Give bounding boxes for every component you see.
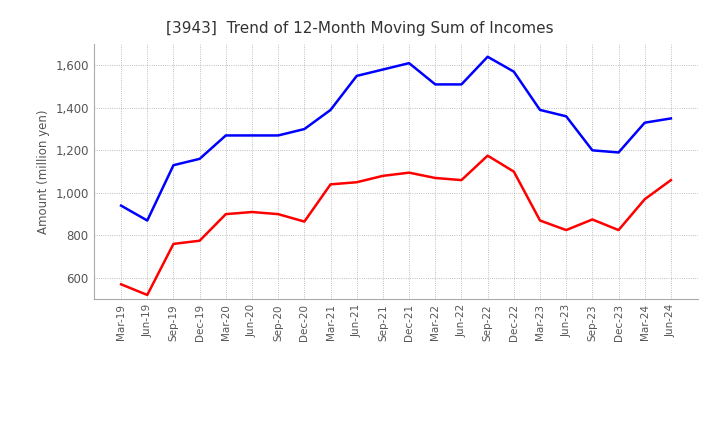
- Net Income: [195, 238, 204, 243]
- Net Income: [169, 241, 178, 246]
- Net Income: [143, 292, 152, 297]
- Net Income: [536, 218, 544, 223]
- Net Income: [222, 212, 230, 217]
- Ordinary Income: [222, 133, 230, 138]
- Net Income: [510, 169, 518, 174]
- Ordinary Income: [405, 60, 413, 66]
- Ordinary Income: [614, 150, 623, 155]
- Text: [3943]  Trend of 12-Month Moving Sum of Incomes: [3943] Trend of 12-Month Moving Sum of I…: [166, 21, 554, 36]
- Ordinary Income: [379, 67, 387, 72]
- Net Income: [588, 217, 597, 222]
- Ordinary Income: [431, 82, 440, 87]
- Line: Net Income: Net Income: [121, 156, 671, 295]
- Net Income: [667, 177, 675, 183]
- Net Income: [405, 170, 413, 175]
- Ordinary Income: [195, 156, 204, 161]
- Ordinary Income: [510, 69, 518, 74]
- Ordinary Income: [588, 148, 597, 153]
- Ordinary Income: [483, 54, 492, 59]
- Net Income: [274, 212, 282, 217]
- Ordinary Income: [143, 218, 152, 223]
- Line: Ordinary Income: Ordinary Income: [121, 57, 671, 220]
- Ordinary Income: [667, 116, 675, 121]
- Ordinary Income: [117, 203, 125, 208]
- Net Income: [248, 209, 256, 215]
- Net Income: [457, 177, 466, 183]
- Ordinary Income: [640, 120, 649, 125]
- Net Income: [326, 182, 335, 187]
- Net Income: [300, 219, 309, 224]
- Ordinary Income: [300, 126, 309, 132]
- Ordinary Income: [536, 107, 544, 113]
- Net Income: [352, 180, 361, 185]
- Ordinary Income: [248, 133, 256, 138]
- Legend: Ordinary Income, Net Income: Ordinary Income, Net Income: [236, 439, 556, 440]
- Net Income: [614, 227, 623, 233]
- Ordinary Income: [326, 107, 335, 113]
- Net Income: [379, 173, 387, 179]
- Ordinary Income: [274, 133, 282, 138]
- Net Income: [562, 227, 570, 233]
- Net Income: [640, 197, 649, 202]
- Net Income: [117, 282, 125, 287]
- Ordinary Income: [352, 73, 361, 78]
- Ordinary Income: [457, 82, 466, 87]
- Ordinary Income: [562, 114, 570, 119]
- Net Income: [431, 175, 440, 180]
- Y-axis label: Amount (million yen): Amount (million yen): [37, 110, 50, 234]
- Ordinary Income: [169, 162, 178, 168]
- Net Income: [483, 153, 492, 158]
